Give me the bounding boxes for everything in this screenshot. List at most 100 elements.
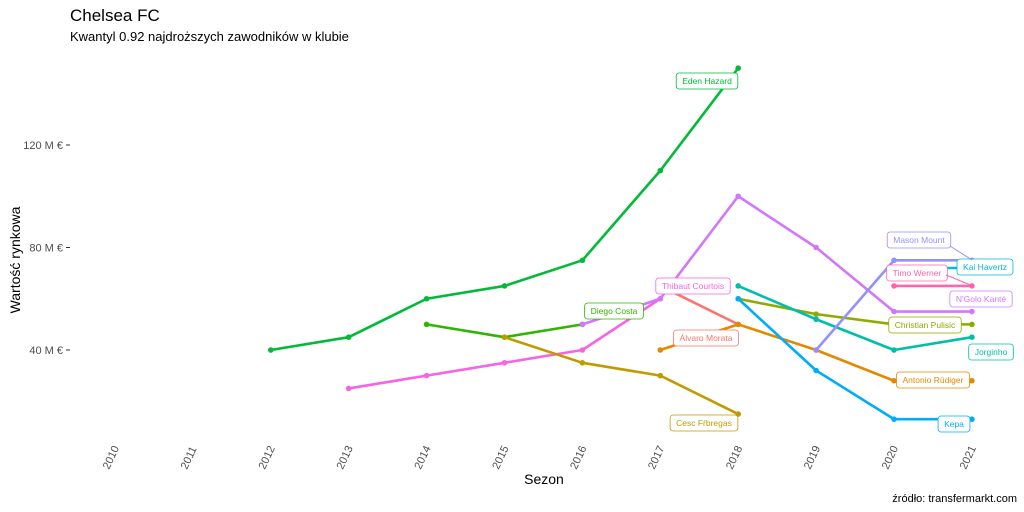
y-axis-label: Wartość rynkowa	[7, 206, 23, 313]
series-label: Cesc Fŕbregas	[669, 414, 739, 432]
data-point	[423, 372, 430, 379]
series-label: Kepa	[937, 415, 971, 433]
series-label-box	[669, 414, 739, 432]
data-point	[268, 347, 274, 353]
series-label-text: Jorginho	[975, 347, 1008, 357]
series-line	[737, 297, 972, 421]
series-label-text: Kepa	[944, 419, 964, 429]
label-leader-line	[949, 245, 973, 261]
data-point	[735, 65, 741, 71]
x-tick-label: 2011	[179, 445, 200, 472]
x-tick-label: 2018	[724, 444, 745, 471]
x-tick-label: 2010	[101, 444, 122, 471]
data-point	[657, 347, 664, 353]
data-point	[579, 257, 586, 264]
data-point	[891, 308, 897, 315]
series-label: Álvaro Morata	[673, 329, 739, 347]
series-line	[737, 284, 973, 352]
series-label-box	[956, 258, 1014, 276]
data-point	[813, 311, 819, 317]
series-label-box	[886, 231, 952, 249]
data-point	[969, 321, 975, 328]
data-point	[813, 244, 819, 251]
data-point	[735, 295, 741, 302]
data-point	[735, 321, 741, 328]
x-axis-label: Sezon	[524, 471, 564, 487]
data-point	[735, 193, 741, 200]
series-label-text: Álvaro Morata	[680, 333, 733, 343]
data-point	[969, 416, 975, 422]
x-tick-label: 2016	[568, 444, 589, 471]
series-label-text: N'Golo Kanté	[956, 294, 1007, 304]
x-tick-label: 2021	[958, 444, 979, 471]
series-label-box	[584, 302, 644, 320]
series-line	[270, 67, 740, 352]
data-point	[423, 295, 430, 302]
series-label: Diego Costa	[584, 302, 644, 320]
data-point	[891, 416, 897, 422]
series-label-text: Christian Pulisic	[895, 320, 956, 330]
series-line	[581, 194, 972, 326]
series-label-box	[896, 371, 970, 389]
data-point	[735, 283, 741, 289]
data-point	[813, 316, 819, 323]
data-point	[501, 334, 508, 340]
data-point	[579, 347, 586, 353]
x-tick-label: 2013	[335, 444, 356, 471]
data-point	[579, 360, 586, 366]
data-point	[657, 372, 664, 379]
series-label-text: Eden Hazard	[682, 76, 732, 86]
series-jorginho	[735, 283, 975, 353]
caption: źródło: transfermarkt.com	[892, 493, 1017, 505]
series-timo-werner	[891, 283, 975, 289]
series-label: Antonio Rüdiger	[896, 371, 970, 389]
series-n-golo-kant-	[579, 193, 975, 328]
data-point	[969, 334, 975, 340]
series-label-box	[673, 329, 739, 347]
x-tick-label: 2017	[646, 444, 667, 471]
data-point	[891, 347, 897, 353]
y-tick-label: 80 M €	[29, 243, 63, 255]
series-cesc-f-bregas	[501, 334, 741, 417]
series-label-box	[886, 264, 948, 282]
series-label-box	[888, 316, 962, 334]
series-label: Kai Havertz	[956, 258, 1014, 276]
series-label-text: Diego Costa	[591, 306, 638, 316]
x-tick-label: 2020	[880, 444, 901, 471]
series-label-box	[968, 343, 1014, 361]
y-tick-label: 120 M €	[23, 140, 63, 152]
data-point	[345, 334, 352, 340]
data-point	[891, 257, 897, 264]
data-point	[501, 360, 508, 366]
label-leader-line	[945, 274, 974, 287]
data-point	[579, 321, 586, 328]
series-eden-hazard	[268, 65, 741, 353]
series-label-box	[655, 277, 731, 295]
series-label: Jorginho	[968, 343, 1014, 361]
data-point	[657, 167, 664, 174]
data-point	[891, 283, 897, 289]
series-label-text: Antonio Rüdiger	[903, 375, 964, 385]
series-label-box	[949, 290, 1013, 308]
series-label: Mason Mount	[886, 231, 952, 249]
chart-title: Chelsea FC	[70, 6, 160, 25]
series-label-box	[675, 72, 739, 90]
data-point	[969, 377, 975, 384]
series-label-box	[937, 415, 971, 433]
chart-subtitle: Kwantyl 0.92 najdroższych zawodników w k…	[70, 29, 349, 44]
x-tick-label: 2019	[802, 444, 823, 471]
series-label-text: Thibaut Courtois	[662, 281, 724, 291]
series-label-text: Timo Werner	[893, 268, 942, 278]
series-label-text: Mason Mount	[893, 235, 945, 245]
data-point	[891, 377, 897, 384]
series-kepa	[735, 295, 975, 422]
series-label-text: Cesc Fŕbregas	[676, 418, 732, 428]
series-label: Christian Pulisic	[888, 316, 962, 334]
data-point	[345, 385, 352, 392]
x-tick-label: 2014	[412, 444, 433, 471]
x-tick-label: 2015	[490, 444, 511, 471]
series-label: Eden Hazard	[675, 72, 739, 90]
y-tick-label: 40 M €	[29, 345, 63, 357]
data-point	[813, 347, 819, 353]
